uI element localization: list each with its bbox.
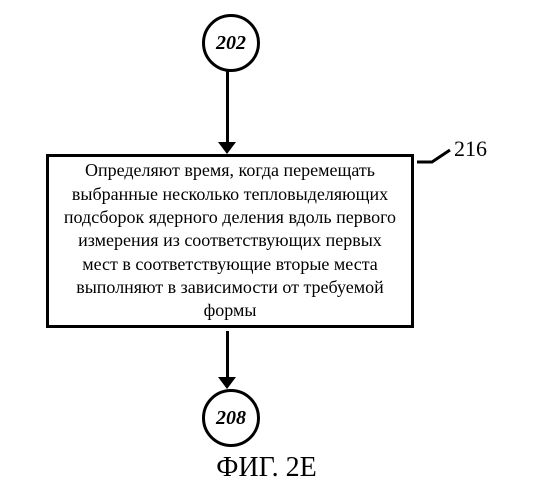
process-node-text: Определяют время, когда перемещать выбра… — [61, 159, 399, 323]
edge-start-to-process — [226, 69, 229, 144]
end-node-label: 208 — [216, 407, 246, 430]
figure-caption: ФИГ. 2E — [0, 452, 533, 484]
edge-start-to-process-head — [218, 142, 236, 154]
end-node: 208 — [202, 389, 260, 447]
flowchart-canvas: 202 Определяют время, когда перемещать в… — [0, 0, 533, 500]
edge-process-to-end — [226, 331, 229, 379]
start-node-label: 202 — [216, 32, 246, 55]
process-node: Определяют время, когда перемещать выбра… — [46, 154, 414, 328]
edge-process-to-end-head — [218, 377, 236, 389]
process-ref-label: 216 — [454, 136, 487, 162]
start-node: 202 — [202, 14, 260, 72]
